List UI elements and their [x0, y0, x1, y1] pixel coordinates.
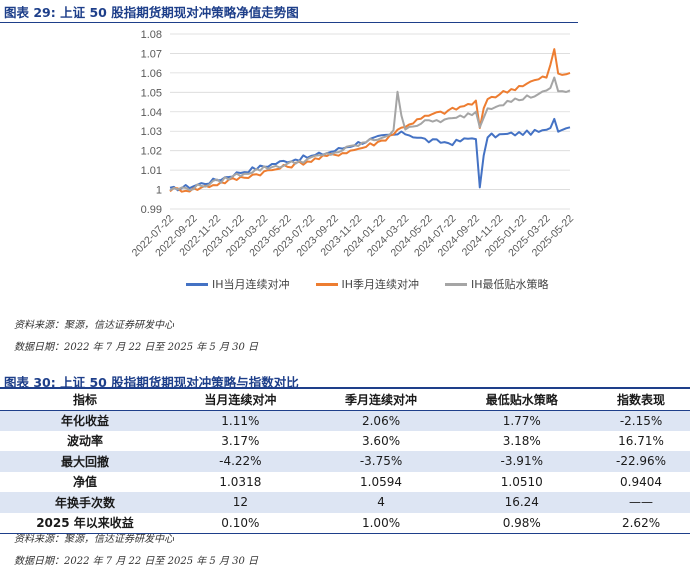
y-tick-label: 1.01 — [141, 165, 162, 177]
table-cell: 1.0318 — [219, 474, 262, 489]
table-row: 净值 1.0318 1.0594 1.0510 0.9404 — [0, 472, 690, 493]
table-cell: 1.0594 — [360, 474, 403, 489]
table-cell: 12 — [232, 495, 248, 510]
nav-line-chart: 0.9911.011.021.031.041.051.061.071.08202… — [130, 29, 577, 259]
row-label: 最大回撤 — [60, 454, 109, 469]
table-cell: 0.10% — [221, 515, 260, 530]
figure-29-source: 资料来源：聚源，信达证券研发中心 — [14, 320, 174, 331]
table-row: 最大回撤 -4.22% -3.75% -3.91% -22.96% — [0, 451, 690, 472]
table-cell: 1.77% — [502, 413, 541, 428]
legend-swatch-0 — [186, 282, 208, 286]
y-tick-label: 1.03 — [141, 126, 162, 138]
row-label: 2025 年以来收益 — [36, 516, 134, 530]
series-line-2 — [169, 76, 571, 192]
table-header-row: 指标 当月连续对冲 季月连续对冲 最低贴水策略 指数表现 — [0, 388, 690, 410]
y-tick-label: 1.04 — [141, 107, 162, 119]
legend-swatch-1 — [315, 282, 338, 286]
table-cell: —— — [629, 495, 654, 510]
legend-label-2: IH最低贴水策略 — [471, 278, 549, 291]
legend-swatch-2 — [445, 282, 468, 286]
table-cell: -3.91% — [500, 454, 543, 469]
table-cell: 16.24 — [504, 495, 539, 510]
legend-label-0: IH当月连续对冲 — [212, 278, 290, 291]
table-cell: 1.0510 — [500, 474, 543, 489]
table-cell: 4 — [377, 495, 385, 510]
y-tick-label: 1.07 — [141, 48, 162, 60]
table-cell: 2.06% — [361, 413, 401, 428]
y-tick-label: 1.08 — [141, 29, 162, 41]
table-cell: -22.96% — [616, 454, 667, 469]
row-label: 净值 — [72, 475, 97, 490]
legend-item-0: IH当月连续对冲 — [186, 276, 290, 292]
header-cell: 季月连续对冲 — [345, 392, 418, 407]
y-tick-label: 1 — [156, 185, 162, 197]
figure-29-title: 图表 29: 上证 50 股指期货期现对冲策略净值走势图 — [4, 5, 299, 20]
table-cell: 3.60% — [361, 433, 401, 448]
table-cell: 0.98% — [502, 515, 541, 530]
table-cell: -2.15% — [619, 413, 663, 428]
table-row: 波动率 3.17% 3.60% 3.18% 16.71% — [0, 431, 690, 452]
table-row: 年换手次数 12 4 16.24 —— — [0, 492, 690, 513]
table-row: 2025 年以来收益 0.10% 1.00% 0.98% 2.62% — [0, 513, 690, 533]
y-tick-label: 0.99 — [141, 204, 162, 216]
header-cell: 当月连续对冲 — [204, 392, 277, 407]
row-label: 年换手次数 — [54, 495, 115, 510]
table-cell: -3.75% — [359, 454, 403, 469]
legend-item-1: IH季月连续对冲 — [315, 276, 420, 292]
figure-29-date-range: 数据日期：2022 年 7 月 22 日至 2025 年 5 月 30 日 — [14, 342, 259, 353]
header-cell: 最低贴水策略 — [485, 392, 558, 407]
table-30-source: 资料来源：聚源，信达证券研发中心 — [14, 534, 174, 545]
chart-legend: IH当月连续对冲 IH季月连续对冲 IH最低贴水策略 — [186, 276, 549, 292]
header-cell: 指数表现 — [617, 392, 666, 407]
table-cell: 3.17% — [221, 433, 260, 448]
legend-item-2: IH最低贴水策略 — [445, 276, 549, 292]
table-cell: 1.00% — [361, 515, 401, 530]
table-cell: -4.22% — [219, 454, 262, 469]
table-30-date-range: 数据日期：2022 年 7 月 22 日至 2025 年 5 月 30 日 — [14, 556, 259, 567]
comparison-table: 指标 当月连续对冲 季月连续对冲 最低贴水策略 指数表现 年化收益 1.11% … — [0, 387, 690, 534]
y-tick-label: 1.06 — [141, 68, 162, 80]
table-cell: 3.18% — [502, 433, 541, 448]
series-line-1 — [169, 48, 571, 193]
row-label: 年化收益 — [60, 414, 109, 428]
y-tick-label: 1.02 — [141, 146, 162, 158]
table-row: 年化收益 1.11% 2.06% 1.77% -2.15% — [0, 410, 690, 431]
table-cell: 2.62% — [621, 515, 661, 530]
table-cell: 16.71% — [618, 433, 664, 448]
table-30-title: 图表 30: 上证 50 股指期货期现对冲策略与指数对比 — [4, 375, 299, 390]
title-rule — [0, 22, 578, 23]
table-cell: 0.9404 — [620, 474, 663, 489]
header-cell: 指标 — [72, 392, 97, 407]
table-cell: 1.11% — [221, 413, 260, 428]
row-label: 波动率 — [66, 434, 103, 449]
y-tick-label: 1.05 — [141, 87, 162, 99]
legend-label-1: IH季月连续对冲 — [341, 278, 420, 291]
